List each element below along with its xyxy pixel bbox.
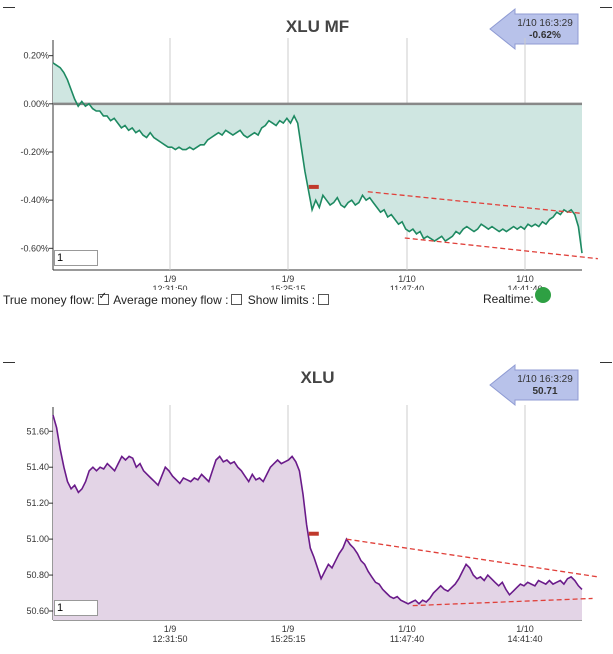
true-money-flow-checkbox[interactable]: [97, 291, 109, 305]
trendline: [404, 237, 598, 260]
y-tick-label: -0.40%: [20, 195, 49, 205]
y-tick-label: 51.60: [26, 426, 49, 436]
true-money-flow-label: True money flow:: [3, 293, 95, 307]
chart-controls: True money flow: Average money flow : Sh…: [3, 291, 331, 307]
x-tick-date: 1/9: [282, 624, 295, 634]
show-limits-label: Show limits :: [247, 293, 316, 307]
event-marker: [308, 531, 319, 536]
average-money-flow-label: Average money flow :: [113, 293, 229, 307]
series-line: [52, 62, 583, 254]
chart-title: XLU: [301, 368, 335, 387]
badge-arrow-icon: [489, 363, 579, 407]
x-tick-date: 1/10: [398, 624, 416, 634]
window-dash-left: [3, 7, 15, 8]
realtime-status-indicator[interactable]: [535, 287, 551, 303]
series-area: [53, 415, 582, 620]
show-limits-checkbox[interactable]: [318, 294, 330, 305]
event-marker: [308, 184, 319, 189]
y-tick-label: 50.60: [26, 606, 49, 616]
y-tick-label: 50.80: [26, 570, 49, 580]
average-money-flow-checkbox[interactable]: [231, 294, 243, 305]
price-panel: XLU 1/10 16:3:29 50.71 51.60 51.40 51.20 51.00…: [0, 355, 613, 654]
x-tick-date: 1/10: [516, 624, 534, 634]
window-dash-right-2: [600, 362, 612, 363]
price-period-input[interactable]: 1: [54, 600, 98, 616]
x-tick-date: 1/9: [164, 624, 177, 634]
y-tick-label: 51.40: [26, 462, 49, 472]
chart-title: XLU MF: [286, 17, 349, 36]
y-tick-label: 51.00: [26, 534, 49, 544]
badge-value: 50.71: [532, 386, 557, 397]
x-tick-time: 11:47:40: [390, 634, 424, 644]
series-line: [52, 414, 583, 605]
y-tick-label: -0.60%: [20, 243, 49, 253]
x-tick-time: 15:25:15: [270, 284, 305, 290]
trendline: [367, 191, 583, 215]
window-dash-left-2: [3, 362, 15, 363]
x-tick-date: 1/10: [516, 274, 534, 284]
x-tick-date: 1/9: [164, 274, 177, 284]
y-tick-label: -0.20%: [20, 147, 49, 157]
realtime-label: Realtime:: [483, 292, 534, 306]
y-tick-label: 51.20: [26, 498, 49, 508]
x-tick-date: 1/10: [398, 274, 416, 284]
money-flow-chart: XLU MF 1/10 16:3:29-0.62% 0.20% 0.00% -0.20%…: [20, 7, 598, 290]
series-area: [53, 62, 582, 254]
x-tick-date: 1/9: [282, 274, 295, 284]
x-tick-time: 15:25:15: [270, 634, 305, 644]
y-tick-label: 0.00%: [23, 99, 49, 109]
badge-arrow-icon: [489, 7, 579, 51]
x-tick-time: 11:47:40: [390, 284, 424, 290]
window-dash-right: [600, 7, 612, 8]
x-tick-time: 12:31:50: [152, 634, 187, 644]
badge-timestamp: 1/10 16:3:29: [517, 18, 573, 29]
x-tick-time: 14:41:40: [507, 634, 542, 644]
x-tick-time: 12:31:50: [152, 284, 187, 290]
badge-value: -0.62%: [529, 30, 561, 41]
trendline: [412, 597, 593, 607]
money-flow-period-input[interactable]: 1: [54, 250, 98, 266]
trendline: [346, 538, 598, 578]
badge-timestamp: 1/10 16:3:29: [517, 374, 573, 385]
money-flow-panel: XLU MF 1/10 16:3:29 -0.62% 0.20% 0.00% -0.20%…: [20, 7, 598, 290]
x-tick-time: 14:41:40: [507, 284, 542, 290]
y-tick-label: 0.20%: [23, 51, 49, 61]
